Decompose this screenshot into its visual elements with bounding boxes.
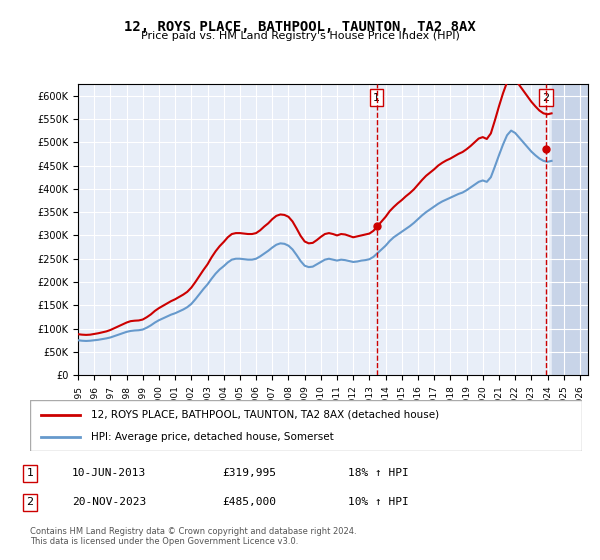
Text: £485,000: £485,000 <box>222 497 276 507</box>
Text: 10% ↑ HPI: 10% ↑ HPI <box>348 497 409 507</box>
Text: Contains HM Land Registry data © Crown copyright and database right 2024.
This d: Contains HM Land Registry data © Crown c… <box>30 526 356 546</box>
Text: 10-JUN-2013: 10-JUN-2013 <box>72 468 146 478</box>
Bar <box>551 84 588 375</box>
Text: 1: 1 <box>373 93 380 102</box>
Text: 2: 2 <box>26 497 34 507</box>
Text: 12, ROYS PLACE, BATHPOOL, TAUNTON, TA2 8AX (detached house): 12, ROYS PLACE, BATHPOOL, TAUNTON, TA2 8… <box>91 409 439 419</box>
Text: 2: 2 <box>542 93 550 102</box>
Text: HPI: Average price, detached house, Somerset: HPI: Average price, detached house, Some… <box>91 432 334 442</box>
Text: Price paid vs. HM Land Registry's House Price Index (HPI): Price paid vs. HM Land Registry's House … <box>140 31 460 41</box>
FancyBboxPatch shape <box>30 400 582 451</box>
Text: 12, ROYS PLACE, BATHPOOL, TAUNTON, TA2 8AX: 12, ROYS PLACE, BATHPOOL, TAUNTON, TA2 8… <box>124 20 476 34</box>
Text: 20-NOV-2023: 20-NOV-2023 <box>72 497 146 507</box>
Text: 18% ↑ HPI: 18% ↑ HPI <box>348 468 409 478</box>
Text: 1: 1 <box>26 468 34 478</box>
Text: £319,995: £319,995 <box>222 468 276 478</box>
